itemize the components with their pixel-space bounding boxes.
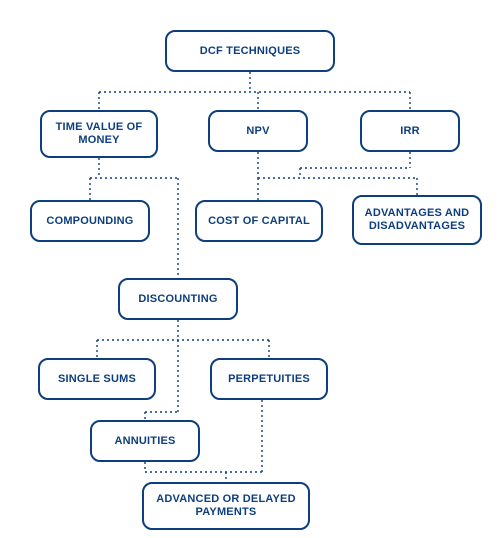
- node-root: DCF TECHNIQUES: [165, 30, 335, 72]
- node-compounding: COMPOUNDING: [30, 200, 150, 242]
- diagram-canvas: DCF TECHNIQUESTIME VALUE OF MONEY NPV IRR C…: [0, 0, 500, 538]
- node-npv: NPV: [208, 110, 308, 152]
- node-coc: COST OF CAPITAL: [195, 200, 323, 242]
- node-perpetuities: PERPETUITIES: [210, 358, 328, 400]
- node-advdis: ADVANTAGES AND DISADVANTAGES: [352, 195, 482, 245]
- node-tvm: TIME VALUE OF MONEY: [40, 110, 158, 158]
- node-irr: IRR: [360, 110, 460, 152]
- node-annuities: ANNUITIES: [90, 420, 200, 462]
- edge-layer: [0, 0, 500, 538]
- node-advdelayed: ADVANCED OR DELAYED PAYMENTS: [142, 482, 310, 530]
- node-singlesums: SINGLE SUMS: [38, 358, 156, 400]
- node-discounting: DISCOUNTING: [118, 278, 238, 320]
